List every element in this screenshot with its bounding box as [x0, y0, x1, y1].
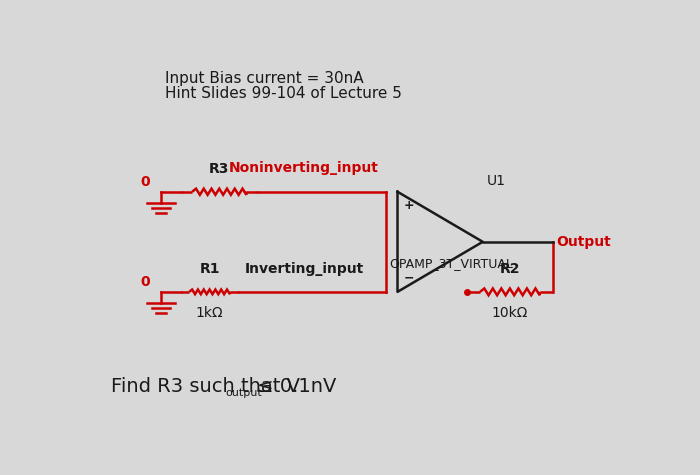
Text: R3: R3 [209, 162, 230, 176]
Text: Noninverting_input: Noninverting_input [228, 161, 378, 175]
Text: Inverting_input: Inverting_input [245, 263, 364, 276]
Text: ≤ 0.1nV: ≤ 0.1nV [251, 377, 337, 396]
Text: Input Bias current = 30nA: Input Bias current = 30nA [165, 71, 363, 86]
Text: Hint Slides 99-104 of Lecture 5: Hint Slides 99-104 of Lecture 5 [165, 86, 402, 101]
Text: R2: R2 [500, 263, 520, 276]
Text: 10kΩ: 10kΩ [491, 306, 528, 320]
Text: R1: R1 [199, 263, 220, 276]
Text: 0: 0 [141, 175, 150, 189]
Text: Output: Output [556, 235, 611, 249]
Text: 1kΩ: 1kΩ [196, 306, 223, 320]
Text: OPAMP_3T_VIRTUAL: OPAMP_3T_VIRTUAL [390, 257, 514, 270]
Text: output: output [225, 388, 262, 398]
Text: 0: 0 [141, 275, 150, 289]
Text: −: − [404, 272, 414, 285]
Text: +: + [404, 199, 414, 212]
Text: U1: U1 [486, 174, 505, 188]
Text: Find R3 such that V: Find R3 such that V [111, 377, 300, 396]
